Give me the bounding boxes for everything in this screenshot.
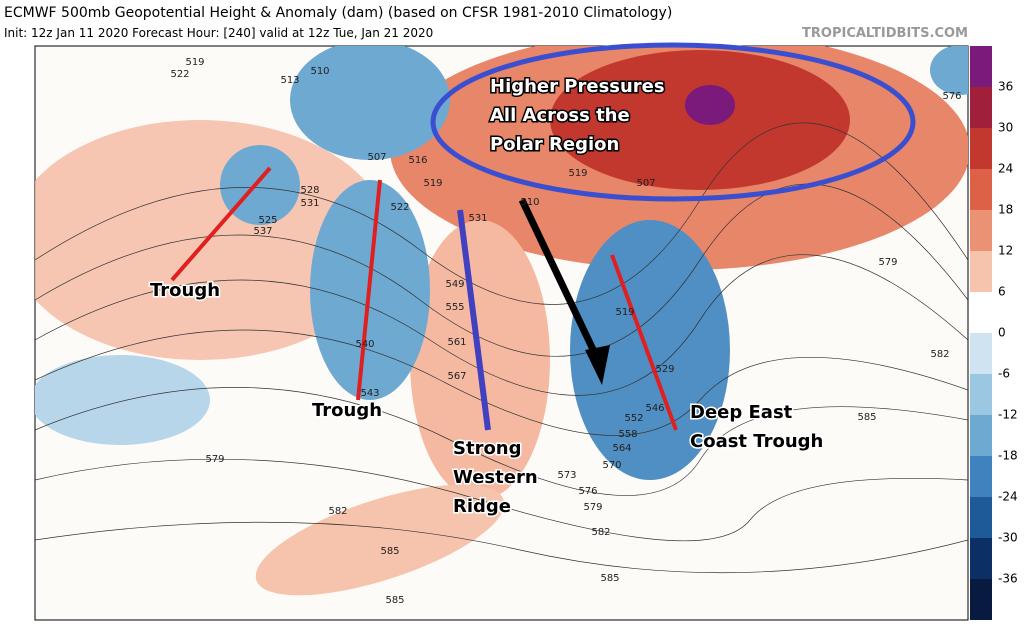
colorbar-swatch	[970, 128, 992, 169]
contour-label: 522	[390, 202, 409, 213]
contour-label: 543	[360, 388, 379, 399]
colorbar-label: 0	[998, 326, 1006, 340]
colorbar-swatch	[970, 46, 992, 87]
colorbar-label: -36	[998, 572, 1018, 586]
annotation-text: Deep East	[690, 402, 793, 423]
colorbar-label: 6	[998, 285, 1006, 299]
contour-label: 546	[645, 403, 664, 414]
contour-label: 528	[300, 185, 319, 196]
contour-label: 579	[878, 257, 897, 268]
annotation-text: All Across the	[490, 105, 630, 126]
contour-label: 573	[557, 470, 576, 481]
colorbar-swatch	[970, 251, 992, 292]
contour-label: 585	[385, 595, 404, 606]
contour-label: 555	[445, 302, 464, 313]
colorbar-swatch	[970, 169, 992, 210]
contour-label: 510	[310, 66, 329, 77]
contour-label: 552	[624, 413, 643, 424]
annotation-text: Strong	[453, 438, 522, 459]
colorbar-swatch	[970, 456, 992, 497]
annotation-text: Trough	[150, 280, 220, 301]
subtitle: Init: 12z Jan 11 2020 Forecast Hour: [24…	[4, 26, 433, 40]
contour-label: 507	[636, 178, 655, 189]
contour-label: 522	[170, 69, 189, 80]
annotation-lines	[170, 42, 916, 431]
contour-label: 513	[280, 75, 299, 86]
colorbar-swatch	[970, 87, 992, 128]
contour-label: 537	[253, 226, 272, 237]
colorbar-label: 12	[998, 244, 1013, 258]
colorbar-swatch	[970, 415, 992, 456]
contour-label: 561	[447, 337, 466, 348]
colorbar-swatch	[970, 374, 992, 415]
colorbar-label: 30	[998, 121, 1013, 135]
annotation-text: Coast Trough	[690, 431, 823, 452]
colorbar-label: 24	[998, 162, 1013, 176]
contour-label: 585	[857, 412, 876, 423]
colorbar-swatch	[970, 497, 992, 538]
contour-label: 579	[583, 502, 602, 513]
contour-label: 585	[380, 546, 399, 557]
title: ECMWF 500mb Geopotential Height & Anomal…	[4, 5, 672, 21]
annotation-text: Higher Pressures	[490, 76, 665, 97]
watermark: TROPICALTIDBITS.COM	[802, 26, 968, 41]
contour-label: 529	[655, 364, 674, 375]
colorbar-label: 36	[998, 80, 1013, 94]
contour-label: 582	[328, 506, 347, 517]
contour-label: 519	[185, 57, 204, 68]
annotation-text: Polar Region	[490, 134, 619, 155]
colorbar-swatch	[970, 210, 992, 251]
colorbar-swatch	[970, 292, 992, 333]
contour-label: 531	[300, 198, 319, 209]
annotation-text: Ridge	[453, 496, 511, 517]
contour-label: 519	[615, 307, 634, 318]
annotations: Higher Pressures All Across the Polar Regi…	[149, 75, 825, 519]
colorbar-label: -12	[998, 408, 1018, 422]
contour-label: 576	[942, 91, 961, 102]
contour-label: 531	[468, 213, 487, 224]
colorbar-label: -24	[998, 490, 1018, 504]
colorbar-swatch	[970, 333, 992, 374]
colorbar-swatch	[970, 538, 992, 579]
contour-label: 567	[447, 371, 466, 382]
contour-label: 582	[591, 527, 610, 538]
contour-label: 582	[930, 349, 949, 360]
contour-label: 585	[600, 573, 619, 584]
contour-label: 516	[408, 155, 427, 166]
colorbar-label: -6	[998, 367, 1010, 381]
colorbar-label: 18	[998, 203, 1013, 217]
contour-label: 564	[612, 443, 631, 454]
colorbar-label: -18	[998, 449, 1018, 463]
contour-label: 540	[355, 339, 374, 350]
contour-label: 549	[445, 279, 464, 290]
colorbar-label: -30	[998, 531, 1018, 545]
contour-label: 576	[578, 486, 597, 497]
contour-label: 570	[602, 460, 621, 471]
contour-label: 525	[258, 215, 277, 226]
contour-label: 519	[423, 178, 442, 189]
contour-label: 507	[367, 152, 386, 163]
colorbar: 36 30 24 18 12 6 0 -6 -12 -18 -24 -30 -36	[970, 46, 1018, 620]
contour-label: 579	[205, 454, 224, 465]
annotation-text: Western	[453, 467, 538, 488]
annotation-text: Trough	[312, 400, 382, 421]
contour-label: 519	[568, 168, 587, 179]
contour-label: 510	[520, 197, 539, 208]
colorbar-swatch	[970, 579, 992, 620]
contour-label: 558	[618, 429, 637, 440]
